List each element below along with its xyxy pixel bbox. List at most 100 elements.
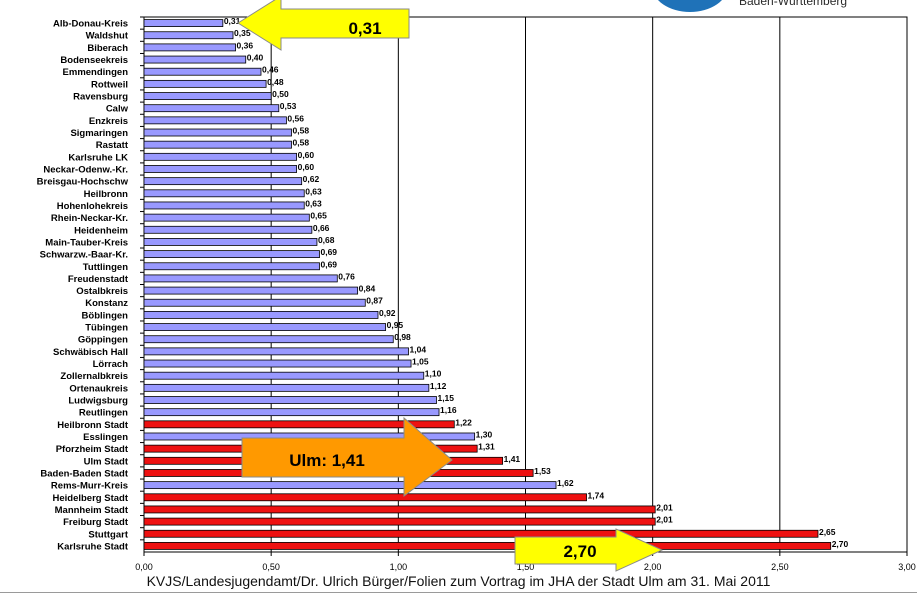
value-label: 0,84	[359, 284, 376, 294]
x-tick-label: 3,00	[898, 562, 916, 572]
category-label: Rastatt	[96, 140, 129, 151]
x-tick-label: 1,00	[390, 562, 408, 572]
bar	[143, 165, 298, 173]
value-label: 2,65	[819, 527, 836, 537]
value-label: 2,01	[656, 502, 673, 512]
bar	[143, 152, 298, 161]
value-label: 1,15	[437, 393, 454, 403]
bar	[143, 542, 832, 550]
category-label: Tuttlingen	[83, 262, 128, 273]
bar	[143, 359, 412, 368]
bar	[143, 298, 366, 307]
category-label: Pforzheim Stadt	[56, 444, 129, 455]
bar	[143, 481, 557, 490]
category-label: Biberach	[87, 43, 128, 54]
value-label: 0,50	[272, 89, 289, 99]
category-label: Freiburg Stadt	[63, 517, 129, 528]
bar	[143, 335, 394, 344]
category-label: Konstanz	[85, 298, 128, 309]
bar	[143, 347, 409, 356]
category-label: Heidenheim	[74, 225, 128, 236]
value-label: 0,66	[313, 223, 330, 233]
bar	[143, 420, 455, 429]
value-label: 0,36	[237, 40, 254, 50]
category-label: Ulm Stadt	[84, 456, 129, 467]
category-label: Waldshut	[86, 31, 129, 42]
logo-text: Baden-Württemberg	[739, 0, 848, 8]
bar	[143, 177, 303, 186]
bar	[143, 371, 425, 380]
category-label: Breisgau-Hochschw	[37, 177, 129, 188]
bar	[143, 104, 280, 113]
category-label: Ortenaukreis	[69, 383, 128, 394]
category-label: Neckar-Odenw.-Kr.	[43, 164, 128, 175]
category-label: Karlsruhe Stadt	[57, 541, 129, 552]
value-label: 1,53	[534, 466, 551, 476]
bar	[143, 213, 310, 222]
value-label: 0,76	[338, 271, 355, 281]
bar	[143, 250, 320, 259]
bar	[143, 79, 267, 88]
value-label: 0,69	[320, 259, 337, 269]
bar	[143, 116, 287, 125]
value-label: 0,95	[387, 320, 404, 330]
category-label: Tübingen	[85, 323, 128, 334]
x-tick-label: 1,50	[517, 562, 535, 572]
value-label: 0,31	[224, 16, 241, 26]
value-label: 0,35	[234, 28, 251, 38]
value-label: 1,16	[440, 405, 457, 415]
value-label: 0,87	[366, 296, 383, 306]
value-label: 1,41	[504, 454, 521, 464]
category-label: Freudenstadt	[68, 274, 129, 285]
bar	[143, 493, 587, 502]
category-label: Bodenseekreis	[60, 55, 128, 66]
category-label: Ravensburg	[73, 92, 128, 103]
value-label: 2,01	[656, 515, 673, 525]
category-label: Esslingen	[83, 432, 128, 443]
category-label: Reutlingen	[79, 408, 128, 419]
x-tick-label: 0,00	[135, 562, 153, 572]
x-tick-label: 2,00	[644, 562, 662, 572]
category-label: Schwäbisch Hall	[53, 347, 128, 358]
value-label: 1,62	[557, 478, 574, 488]
value-label: 0,60	[298, 162, 315, 172]
value-label: 0,58	[293, 126, 310, 136]
callout-min-arrow	[237, 0, 410, 51]
bar	[143, 67, 262, 76]
bar	[143, 201, 305, 210]
bar	[143, 140, 292, 149]
bar	[143, 408, 440, 417]
bar	[143, 31, 234, 40]
value-label: 0,63	[305, 198, 322, 208]
value-label: 2,70	[832, 539, 849, 549]
value-label: 1,04	[410, 344, 427, 354]
bar	[143, 19, 224, 27]
bar	[143, 128, 292, 137]
bar	[143, 92, 272, 100]
category-label: Hohenlohekreis	[57, 201, 128, 212]
value-label: 0,46	[262, 65, 279, 75]
footer-credit: KVJS/Landesjugendamt/Dr. Ulrich Bürger/F…	[146, 573, 771, 589]
callout-min-label: 0,31	[348, 19, 381, 38]
category-label: Zollernalbkreis	[60, 371, 128, 382]
category-label: Heilbronn	[84, 189, 129, 200]
bar	[143, 529, 819, 538]
bar	[143, 323, 387, 331]
callout-max-label: 2,70	[563, 542, 596, 561]
value-label: 1,30	[476, 429, 493, 439]
bar	[143, 55, 247, 64]
value-label: 0,58	[293, 138, 310, 148]
value-label: 1,31	[478, 442, 495, 452]
value-label: 1,10	[425, 369, 442, 379]
callout-ulm-label: Ulm: 1,41	[289, 451, 365, 470]
bar	[143, 286, 359, 295]
value-label: 0,98	[394, 332, 411, 342]
callout-ulm-arrow	[241, 416, 453, 497]
category-label: Baden-Baden Stadt	[40, 468, 128, 479]
bar	[143, 505, 656, 514]
category-label: Lörrach	[93, 359, 129, 370]
value-label: 1,22	[455, 417, 472, 427]
category-label: Heidelberg Stadt	[53, 493, 129, 504]
category-label: Stuttgart	[88, 529, 128, 540]
value-label: 0,53	[280, 101, 297, 111]
